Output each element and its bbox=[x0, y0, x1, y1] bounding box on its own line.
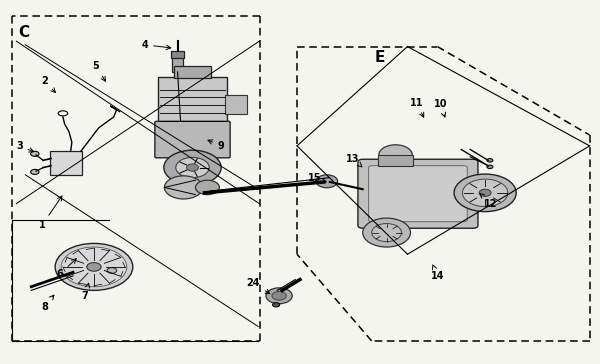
Circle shape bbox=[379, 145, 412, 165]
Text: C: C bbox=[18, 25, 29, 40]
FancyBboxPatch shape bbox=[155, 121, 230, 158]
Text: 10: 10 bbox=[434, 99, 447, 117]
Text: E: E bbox=[374, 50, 385, 65]
Circle shape bbox=[463, 179, 508, 206]
Circle shape bbox=[316, 175, 338, 188]
FancyBboxPatch shape bbox=[378, 155, 413, 166]
Circle shape bbox=[31, 151, 39, 157]
Text: 6: 6 bbox=[56, 259, 76, 279]
Circle shape bbox=[272, 302, 280, 307]
FancyBboxPatch shape bbox=[174, 66, 211, 78]
FancyBboxPatch shape bbox=[358, 159, 478, 228]
Circle shape bbox=[454, 174, 516, 211]
Text: 8: 8 bbox=[41, 295, 54, 312]
Text: 1: 1 bbox=[38, 196, 62, 230]
Circle shape bbox=[61, 247, 127, 287]
Text: 15: 15 bbox=[308, 173, 326, 183]
Text: 12: 12 bbox=[480, 194, 498, 209]
Text: 2: 2 bbox=[41, 76, 55, 92]
Circle shape bbox=[371, 223, 401, 242]
Text: 14: 14 bbox=[431, 265, 444, 281]
Text: 7: 7 bbox=[82, 283, 89, 301]
Circle shape bbox=[164, 176, 203, 199]
FancyBboxPatch shape bbox=[158, 76, 227, 125]
Circle shape bbox=[479, 189, 491, 197]
Circle shape bbox=[55, 244, 133, 290]
Text: 3: 3 bbox=[16, 141, 34, 152]
FancyBboxPatch shape bbox=[368, 166, 467, 222]
Circle shape bbox=[487, 165, 493, 169]
FancyBboxPatch shape bbox=[225, 95, 247, 114]
Circle shape bbox=[107, 268, 116, 273]
FancyBboxPatch shape bbox=[171, 51, 184, 58]
Circle shape bbox=[272, 292, 286, 300]
Circle shape bbox=[363, 218, 410, 247]
Text: 4: 4 bbox=[142, 40, 171, 50]
Circle shape bbox=[164, 150, 221, 185]
Text: 5: 5 bbox=[92, 62, 106, 81]
FancyBboxPatch shape bbox=[172, 57, 183, 72]
Circle shape bbox=[187, 164, 199, 171]
FancyBboxPatch shape bbox=[50, 151, 82, 175]
Circle shape bbox=[196, 180, 220, 195]
Text: 24: 24 bbox=[247, 278, 270, 294]
Circle shape bbox=[266, 288, 292, 304]
Circle shape bbox=[487, 158, 493, 162]
Circle shape bbox=[176, 158, 209, 178]
Circle shape bbox=[31, 169, 39, 174]
Text: 9: 9 bbox=[208, 140, 224, 151]
Text: 13: 13 bbox=[346, 154, 362, 167]
Text: 11: 11 bbox=[410, 98, 424, 117]
Circle shape bbox=[87, 262, 101, 271]
